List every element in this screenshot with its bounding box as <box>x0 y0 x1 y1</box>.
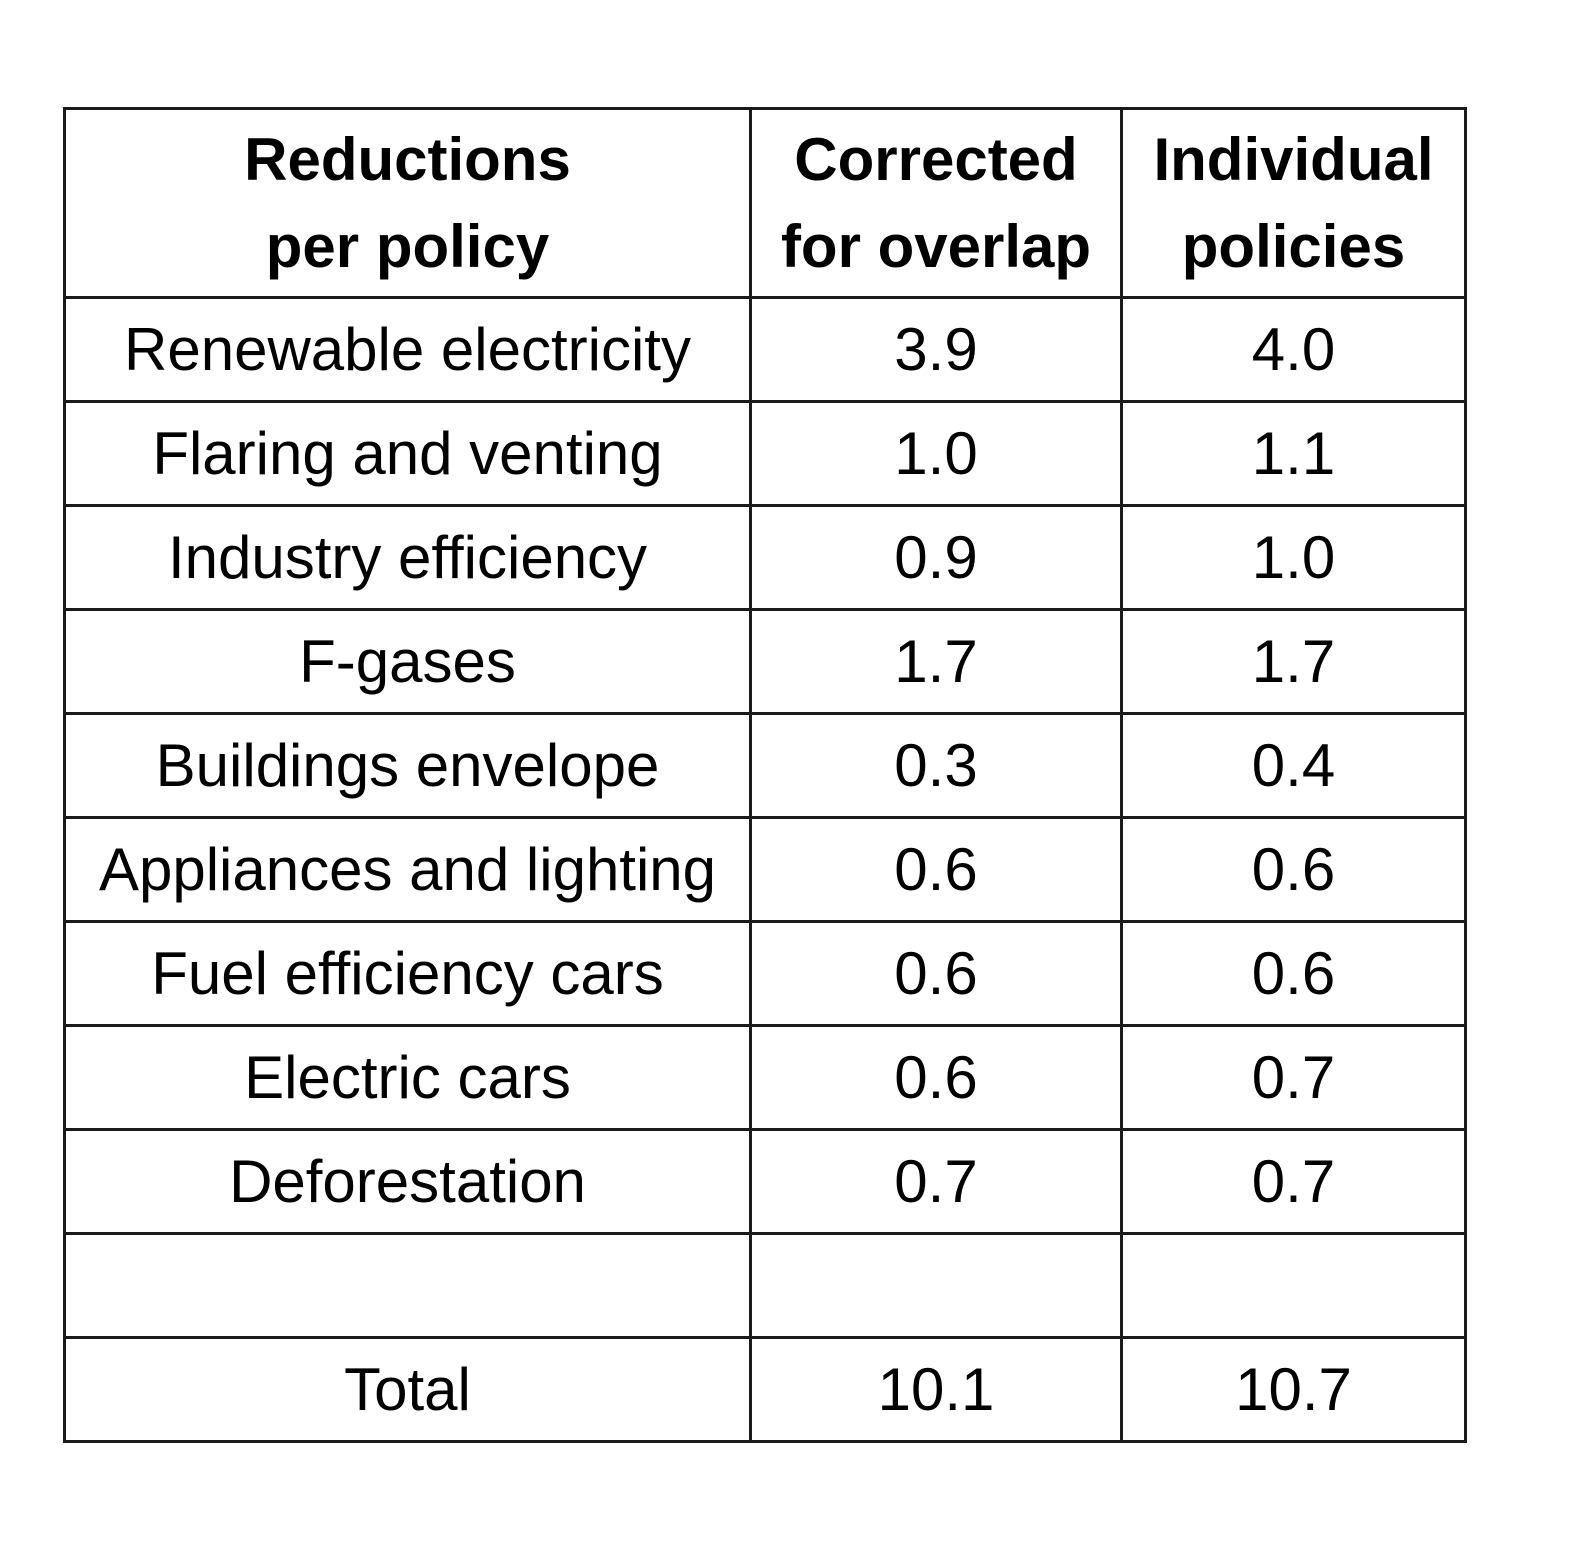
policy-cell: Renewable electricity <box>63 296 752 403</box>
individual-value-cell <box>1120 1232 1467 1339</box>
individual-value-cell: 1.0 <box>1120 504 1467 611</box>
empty-row <box>63 1232 1467 1339</box>
header-row: Reductions per policy Corrected for over… <box>63 107 1467 299</box>
individual-value-cell: 0.6 <box>1120 816 1467 923</box>
table-row: Buildings envelope 0.3 0.4 <box>63 712 1467 819</box>
policy-cell: Appliances and lighting <box>63 816 752 923</box>
total-corrected-cell: 10.1 <box>749 1336 1123 1443</box>
individual-value-cell: 1.7 <box>1120 608 1467 715</box>
header-corrected-for-overlap: Corrected for overlap <box>749 107 1123 299</box>
individual-value-cell: 0.6 <box>1120 920 1467 1027</box>
individual-value-cell: 0.7 <box>1120 1128 1467 1235</box>
table-row: Industry efficiency 0.9 1.0 <box>63 504 1467 611</box>
policy-cell <box>63 1232 752 1339</box>
policy-cell: Fuel efficiency cars <box>63 920 752 1027</box>
header-line: policies <box>1181 213 1406 280</box>
header-line: for overlap <box>780 213 1092 280</box>
table-row: Electric cars 0.6 0.7 <box>63 1024 1467 1131</box>
policy-cell: Deforestation <box>63 1128 752 1235</box>
corrected-value-cell: 3.9 <box>749 296 1123 403</box>
corrected-value-cell: 0.7 <box>749 1128 1123 1235</box>
corrected-value-cell: 0.9 <box>749 504 1123 611</box>
header-reductions-per-policy: Reductions per policy <box>63 107 752 299</box>
corrected-value-cell: 1.0 <box>749 400 1123 507</box>
policy-cell: Industry efficiency <box>63 504 752 611</box>
policy-cell: Flaring and venting <box>63 400 752 507</box>
table-row: Fuel efficiency cars 0.6 0.6 <box>63 920 1467 1027</box>
individual-value-cell: 1.1 <box>1120 400 1467 507</box>
header-line: per policy <box>265 213 550 280</box>
corrected-value-cell: 0.3 <box>749 712 1123 819</box>
total-label-cell: Total <box>63 1336 752 1443</box>
table-row: Deforestation 0.7 0.7 <box>63 1128 1467 1235</box>
individual-value-cell: 4.0 <box>1120 296 1467 403</box>
header-line: Reductions <box>244 126 571 193</box>
policy-cell: Electric cars <box>63 1024 752 1131</box>
policy-reductions-table: Reductions per policy Corrected for over… <box>63 107 1467 1443</box>
corrected-value-cell <box>749 1232 1123 1339</box>
individual-value-cell: 0.4 <box>1120 712 1467 819</box>
total-row: Total 10.1 10.7 <box>63 1336 1467 1443</box>
header-individual-policies: Individual policies <box>1120 107 1467 299</box>
individual-value-cell: 0.7 <box>1120 1024 1467 1131</box>
corrected-value-cell: 0.6 <box>749 920 1123 1027</box>
table-row: Appliances and lighting 0.6 0.6 <box>63 816 1467 923</box>
policy-cell: F-gases <box>63 608 752 715</box>
corrected-value-cell: 0.6 <box>749 1024 1123 1131</box>
corrected-value-cell: 1.7 <box>749 608 1123 715</box>
header-line: Individual <box>1153 126 1434 193</box>
corrected-value-cell: 0.6 <box>749 816 1123 923</box>
table-row: F-gases 1.7 1.7 <box>63 608 1467 715</box>
table-row: Renewable electricity 3.9 4.0 <box>63 296 1467 403</box>
header-line: Corrected <box>794 126 1078 193</box>
total-individual-cell: 10.7 <box>1120 1336 1467 1443</box>
policy-cell: Buildings envelope <box>63 712 752 819</box>
table-row: Flaring and venting 1.0 1.1 <box>63 400 1467 507</box>
